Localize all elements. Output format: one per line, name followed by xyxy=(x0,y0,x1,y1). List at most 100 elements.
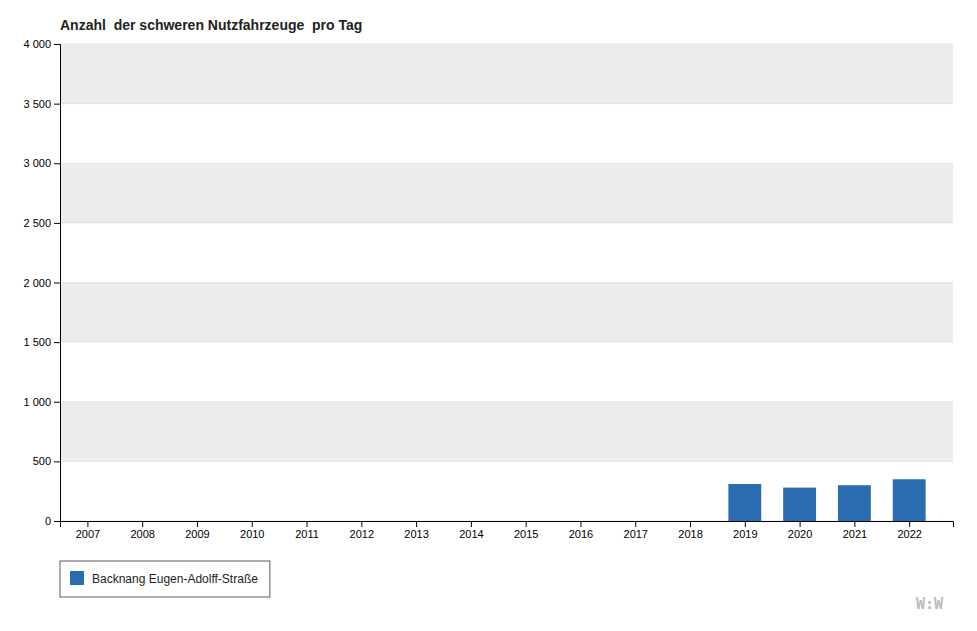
x-tick-label: 2020 xyxy=(788,528,812,540)
y-tick: 3 500 xyxy=(23,98,60,110)
x-tick-mark xyxy=(580,521,581,527)
y-tick-mark xyxy=(54,283,60,284)
x-tick: 2007 xyxy=(76,521,100,540)
x-tick-mark xyxy=(909,521,910,527)
x-tick: 2015 xyxy=(514,521,538,540)
watermark: W:W xyxy=(916,595,944,613)
x-tick-label: 2009 xyxy=(185,528,209,540)
y-tick-label: 3 000 xyxy=(23,157,51,169)
x-tick: 2010 xyxy=(240,521,264,540)
x-tick-label: 2010 xyxy=(240,528,264,540)
x-tick-label: 2022 xyxy=(897,528,921,540)
grid-line xyxy=(60,282,953,283)
bar xyxy=(728,484,761,521)
x-tick-mark xyxy=(307,521,308,527)
bar xyxy=(71,521,104,522)
x-tick: 2014 xyxy=(459,521,483,540)
x-tick-mark xyxy=(526,521,527,527)
bar xyxy=(454,521,487,522)
y-tick: 2 500 xyxy=(23,217,60,229)
x-tick-label: 2015 xyxy=(514,528,538,540)
bar xyxy=(783,488,816,521)
x-tick-label: 2016 xyxy=(569,528,593,540)
y-axis: 05001 0001 5002 0002 5003 0003 5004 000 xyxy=(23,38,60,527)
grid-line xyxy=(60,342,953,343)
x-tick-label: 2011 xyxy=(295,528,319,540)
x-tick: 2011 xyxy=(295,521,319,540)
bar xyxy=(126,521,159,522)
grid-band xyxy=(60,402,953,462)
x-tick-label: 2013 xyxy=(404,528,428,540)
y-tick-label: 2 000 xyxy=(23,277,51,289)
y-tick-label: 4 000 xyxy=(23,38,51,50)
y-tick: 1 500 xyxy=(23,336,60,348)
y-tick-label: 500 xyxy=(33,455,51,467)
y-tick-mark xyxy=(54,342,60,343)
bar xyxy=(893,479,926,521)
grid xyxy=(60,44,953,521)
x-tick: 2016 xyxy=(569,521,593,540)
x-tick: 2020 xyxy=(788,521,812,540)
bar xyxy=(509,521,542,522)
y-tick-mark xyxy=(54,461,60,462)
x-tick: 2009 xyxy=(185,521,209,540)
legend-label: Backnang Eugen-Adolff-Straße xyxy=(92,572,258,586)
bar xyxy=(290,521,323,522)
y-tick-mark xyxy=(54,104,60,105)
grid-band xyxy=(60,44,953,104)
y-tick-mark xyxy=(54,223,60,224)
x-tick-mark xyxy=(87,521,88,527)
x-tick-mark xyxy=(197,521,198,527)
grid-line xyxy=(60,461,953,462)
x-tick: 2012 xyxy=(350,521,374,540)
y-tick-mark xyxy=(54,521,60,522)
x-tick: 2013 xyxy=(404,521,428,540)
y-tick-mark xyxy=(54,402,60,403)
x-tick-label: 2007 xyxy=(76,528,100,540)
bar xyxy=(619,521,652,522)
legend-swatch xyxy=(70,571,84,585)
y-tick-mark xyxy=(54,44,60,45)
grid-line xyxy=(60,222,953,223)
bar xyxy=(345,521,378,522)
x-tick-label: 2017 xyxy=(624,528,648,540)
y-tick: 4 000 xyxy=(23,38,60,50)
bar xyxy=(235,521,268,522)
legend: Backnang Eugen-Adolff-Straße xyxy=(60,561,270,597)
title: Anzahl der schweren Nutzfahrzeuge pro Ta… xyxy=(60,17,362,33)
x-tick-label: 2012 xyxy=(350,528,374,540)
y-tick-label: 3 500 xyxy=(23,98,51,110)
x-tick-mark xyxy=(635,521,636,527)
bar xyxy=(674,521,707,522)
bar xyxy=(181,521,214,522)
chart: 2007200820092010201120122013201420152016… xyxy=(0,0,977,631)
x-tick-mark xyxy=(690,521,691,527)
plot: 2007200820092010201120122013201420152016… xyxy=(23,38,953,540)
grid-line xyxy=(60,103,953,104)
marks xyxy=(728,479,925,521)
y-tick-label: 2 500 xyxy=(23,217,51,229)
y-axis-line xyxy=(54,45,61,522)
x-tick-mark xyxy=(416,521,417,527)
x-tick-mark xyxy=(252,521,253,527)
grid-band xyxy=(60,163,953,223)
y-tick-mark xyxy=(54,163,60,164)
x-tick-label: 2019 xyxy=(733,528,757,540)
y-tick: 3 000 xyxy=(23,157,60,169)
x-tick-label: 2018 xyxy=(678,528,702,540)
grid-line xyxy=(60,44,953,45)
bar xyxy=(564,521,597,522)
legend-item: Backnang Eugen-Adolff-Straße xyxy=(70,571,258,586)
x-tick: 2021 xyxy=(843,521,867,540)
x-tick-label: 2014 xyxy=(459,528,483,540)
x-tick-mark xyxy=(854,521,855,527)
x-tick-mark xyxy=(471,521,472,527)
x-axis: 2007200820092010201120122013201420152016… xyxy=(61,521,954,540)
y-tick: 1 000 xyxy=(23,396,60,408)
x-tick: 2022 xyxy=(897,521,921,540)
x-tick: 2019 xyxy=(733,521,757,540)
x-tick-mark xyxy=(142,521,143,527)
x-axis-line xyxy=(61,522,954,528)
y-tick-label: 1 500 xyxy=(23,336,51,348)
bar xyxy=(400,521,433,522)
